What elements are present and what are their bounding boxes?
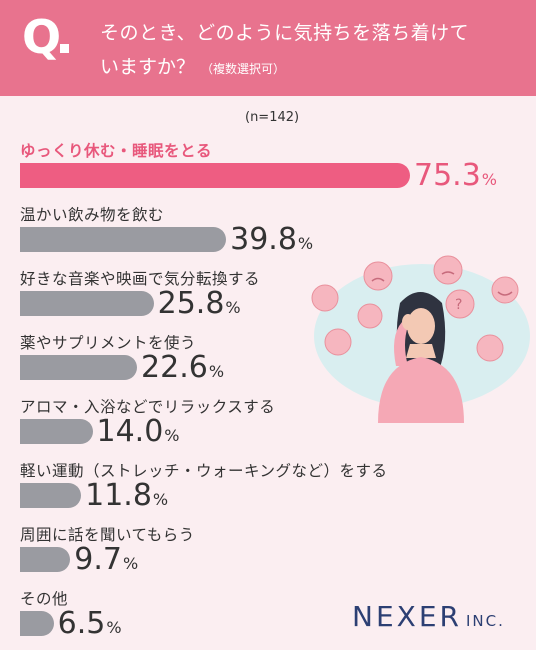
value-unit: % (106, 618, 122, 637)
value-label: 39.8% (230, 225, 313, 255)
value-unit: % (481, 170, 497, 189)
q-mark: Q (22, 10, 62, 64)
value-number: 9.7 (74, 542, 122, 577)
category-label: その他 (20, 590, 69, 608)
value-unit: % (164, 426, 180, 445)
bar (20, 419, 93, 444)
bar (20, 483, 82, 508)
stressed-woman-illustration: ? (311, 255, 530, 423)
value-unit: % (225, 298, 241, 317)
bar (20, 291, 154, 316)
neck (406, 344, 436, 358)
emoji-dizzy-icon (324, 328, 352, 356)
value-label: 11.8% (85, 481, 168, 511)
value-number: 6.5 (57, 606, 106, 641)
category-label: ゆっくり休む・睡眠をとる (20, 142, 213, 160)
q-dot (60, 44, 69, 53)
value-label: 6.5% (58, 609, 122, 639)
emoji-angry-icon (433, 255, 463, 285)
category-label: 周囲に話を聞いてもらう (20, 526, 195, 544)
value-label: 14.0% (97, 417, 180, 447)
bar (20, 355, 138, 380)
value-unit: % (122, 554, 139, 573)
bar (20, 163, 410, 188)
value-label: 25.8% (158, 289, 241, 319)
value-number: 22.6 (141, 350, 208, 385)
bar (20, 611, 54, 636)
emoji-worried-icon (357, 303, 383, 329)
value-unit: % (208, 362, 225, 381)
hand (402, 314, 414, 330)
value-number: 25.8 (157, 286, 225, 321)
svg-text:?: ? (455, 297, 462, 313)
emoji-shocked-icon (311, 284, 339, 312)
question-line-2-text: いますか？ (100, 56, 196, 78)
value-number: 75.3 (414, 158, 481, 193)
value-label: 75.3% (414, 161, 497, 191)
value-label: 22.6% (141, 353, 224, 383)
question-header: Q そのとき、どのように気持ちを落ち着けて いますか？ （複数選択可） (0, 0, 536, 96)
category-label: 薬やサプリメントを使う (20, 334, 197, 352)
emoji-sad-icon (363, 261, 393, 291)
sweater (378, 357, 464, 423)
category-label: 好きな音楽や映画で気分転換する (20, 270, 261, 288)
emoji-question-icon (445, 289, 475, 319)
face (407, 308, 435, 344)
question-line-1: そのとき、どのように気持ちを落ち着けて (100, 22, 470, 44)
sample-size: (n=142) (245, 110, 300, 125)
value-unit: % (297, 234, 314, 253)
question-line-2: いますか？ （複数選択可） (100, 52, 285, 79)
emoji-tired-icon (476, 334, 504, 362)
arm (394, 322, 408, 366)
logo-suffix: INC. (465, 612, 505, 630)
bar (20, 547, 71, 572)
category-label: 温かい飲み物を飲む (20, 206, 165, 224)
nexer-logo: NEXER INC. (352, 600, 505, 633)
value-number: 39.8 (230, 222, 297, 257)
category-label: アロマ・入浴などでリラックスする (20, 398, 276, 416)
bar (20, 227, 227, 252)
value-number: 11.8 (85, 478, 152, 513)
value-label: 9.7% (74, 545, 138, 575)
value-unit: % (152, 490, 169, 509)
value-number: 14.0 (96, 414, 164, 449)
emoji-smile-icon (491, 276, 519, 304)
category-label: 軽い運動（ストレッチ・ウォーキングなど）をする (20, 462, 388, 480)
question-note: （複数選択可） (201, 62, 286, 76)
logo-name: NEXER (352, 600, 462, 633)
